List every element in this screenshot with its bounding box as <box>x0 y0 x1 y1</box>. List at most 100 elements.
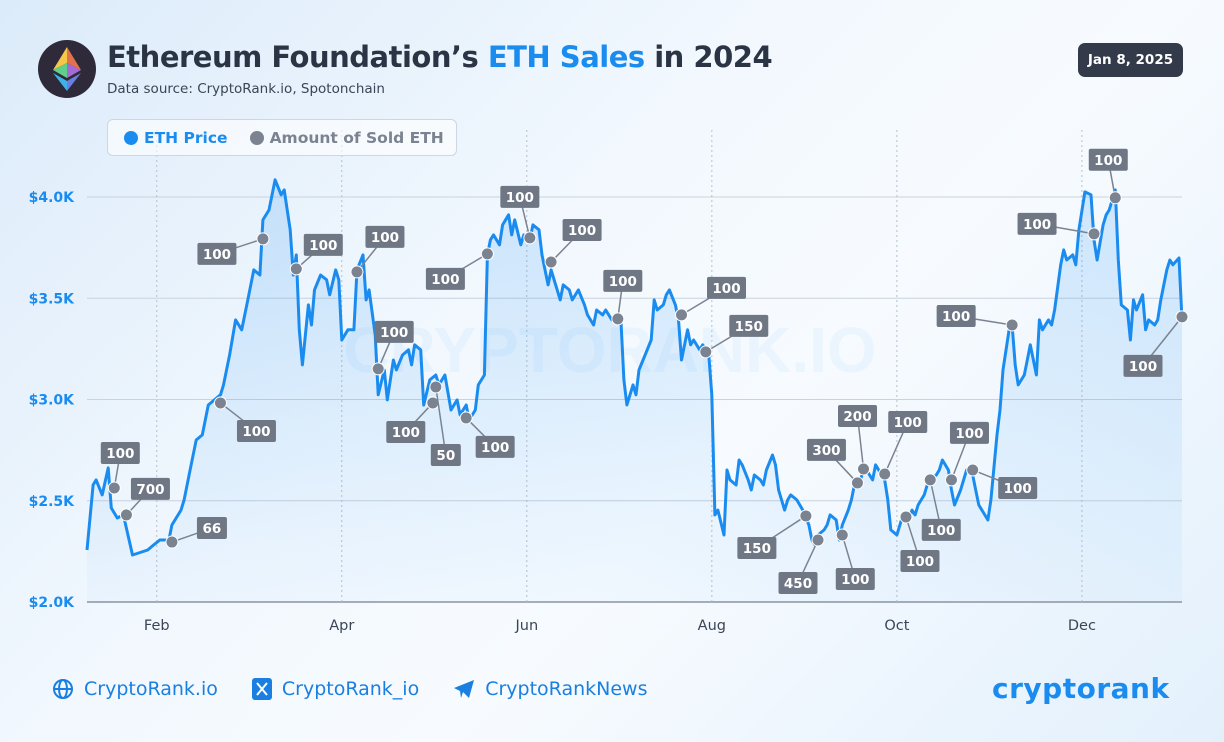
sale-amount-label: 100 <box>242 424 270 440</box>
x-tick-label: Oct <box>884 618 909 634</box>
x-link[interactable]: CryptoRank_io <box>251 678 420 700</box>
sale-label-box <box>835 567 875 590</box>
sale-amount-label: 100 <box>894 415 922 431</box>
sale-amount-label: 100 <box>106 446 134 462</box>
sale-amount-label: 200 <box>843 409 871 425</box>
sale-label-box <box>921 518 961 541</box>
sale-leader-line <box>435 386 447 456</box>
price-line <box>85 178 1184 557</box>
telegram-link[interactable]: CryptoRankNews <box>453 678 648 700</box>
date-badge: Jan 8, 2025 <box>1078 43 1183 77</box>
sale-label-box <box>888 411 928 434</box>
sale-amount-label: 100 <box>481 440 509 456</box>
sale-amount-label: 100 <box>309 238 337 254</box>
legend-price-label: ETH Price <box>144 128 228 147</box>
sale-marker <box>289 262 303 276</box>
title-text: Ethereum Foundation’s <box>107 40 488 74</box>
sale-marker <box>350 265 364 279</box>
sale-amount-label: 100 <box>1094 153 1122 169</box>
legend-item-sold[interactable]: Amount of Sold ETH <box>249 128 444 147</box>
sale-amount-label: 100 <box>1023 217 1051 233</box>
sale-amount-label: 150 <box>735 319 763 335</box>
x-tick-label: Jun <box>514 618 538 634</box>
sale-label-box <box>603 269 643 292</box>
sale-label-box <box>806 438 846 461</box>
sale-marker <box>1005 318 1019 332</box>
sale-marker <box>429 380 443 394</box>
sale-label-box <box>197 242 237 265</box>
sale-amount-label: 50 <box>436 448 455 464</box>
title-text-end: in 2024 <box>644 40 773 74</box>
legend-sold-label: Amount of Sold ETH <box>269 128 444 147</box>
sale-label-box <box>949 421 989 444</box>
cryptorank-logo: cryptorank <box>992 672 1170 705</box>
sale-marker <box>1175 310 1189 324</box>
telegram-icon <box>454 680 475 698</box>
x-label: CryptoRank_io <box>281 678 420 700</box>
website-link[interactable]: CryptoRank.io <box>52 678 218 700</box>
sale-marker <box>107 481 121 495</box>
sale-amount-label: 100 <box>371 230 399 246</box>
sale-amount-label: 150 <box>743 541 771 557</box>
sale-amount-label: 100 <box>392 425 420 441</box>
data-source: Data source: CryptoRank.io, Spotonchain <box>107 81 385 97</box>
sale-marker <box>119 508 133 522</box>
x-icon <box>251 678 272 700</box>
y-tick-label: $4.0K <box>29 190 76 206</box>
sale-label-box <box>729 314 769 337</box>
sale-label-box <box>900 549 940 572</box>
sale-marker <box>371 362 385 376</box>
x-tick-label: Dec <box>1068 618 1096 634</box>
sold-dot-icon <box>249 130 264 145</box>
sale-label-box <box>475 435 515 458</box>
sale-label-box <box>130 477 170 500</box>
sale-label-box <box>425 267 465 290</box>
sale-marker <box>811 533 825 547</box>
sale-label-box <box>707 276 747 299</box>
sale-marker <box>899 510 913 524</box>
y-tick-label: $3.5K <box>29 291 76 307</box>
sale-amount-label: 100 <box>841 572 869 588</box>
sale-marker <box>966 463 980 477</box>
x-tick-label: Feb <box>144 618 170 634</box>
sale-label-box <box>838 404 878 427</box>
sale-amount-label: 100 <box>380 325 408 341</box>
sale-label-box <box>374 320 414 343</box>
sale-label-box <box>100 441 140 464</box>
title-highlight: ETH Sales <box>487 40 645 74</box>
sale-label-box <box>236 419 276 442</box>
sale-marker <box>459 411 473 425</box>
page-title: Ethereum Foundation’s ETH Sales in 2024 <box>107 40 773 74</box>
sale-amount-label: 66 <box>203 521 222 537</box>
sale-amount-label: 100 <box>927 523 955 539</box>
sale-marker <box>699 345 713 359</box>
website-label: CryptoRank.io <box>84 678 218 700</box>
x-tick-label: Aug <box>698 618 726 634</box>
sale-marker <box>878 467 892 481</box>
sale-marker <box>480 247 494 261</box>
sale-marker <box>544 255 558 269</box>
sale-marker <box>165 535 179 549</box>
sale-amount-label: 100 <box>955 426 983 442</box>
sale-amount-label: 100 <box>203 247 231 263</box>
sale-amount-label: 450 <box>784 576 812 592</box>
sale-marker <box>256 232 270 246</box>
sale-marker <box>611 312 625 326</box>
sale-amount-label: 100 <box>568 223 596 239</box>
sale-label-box <box>998 476 1038 499</box>
sale-amount-label: 300 <box>812 443 840 459</box>
sale-marker <box>523 231 537 245</box>
sale-amount-label: 100 <box>942 309 970 325</box>
y-tick-label: $3.0K <box>29 393 76 409</box>
telegram-label: CryptoRankNews <box>485 678 648 700</box>
legend-item-price[interactable]: ETH Price <box>124 129 228 147</box>
sale-amount-label: 100 <box>506 190 534 206</box>
sale-marker <box>835 528 849 542</box>
sale-marker <box>857 462 871 476</box>
sale-label-box <box>386 420 426 443</box>
sale-label-box <box>1088 148 1128 171</box>
sale-marker <box>850 476 864 490</box>
sale-label-box <box>1123 354 1163 377</box>
sale-marker <box>799 509 813 523</box>
